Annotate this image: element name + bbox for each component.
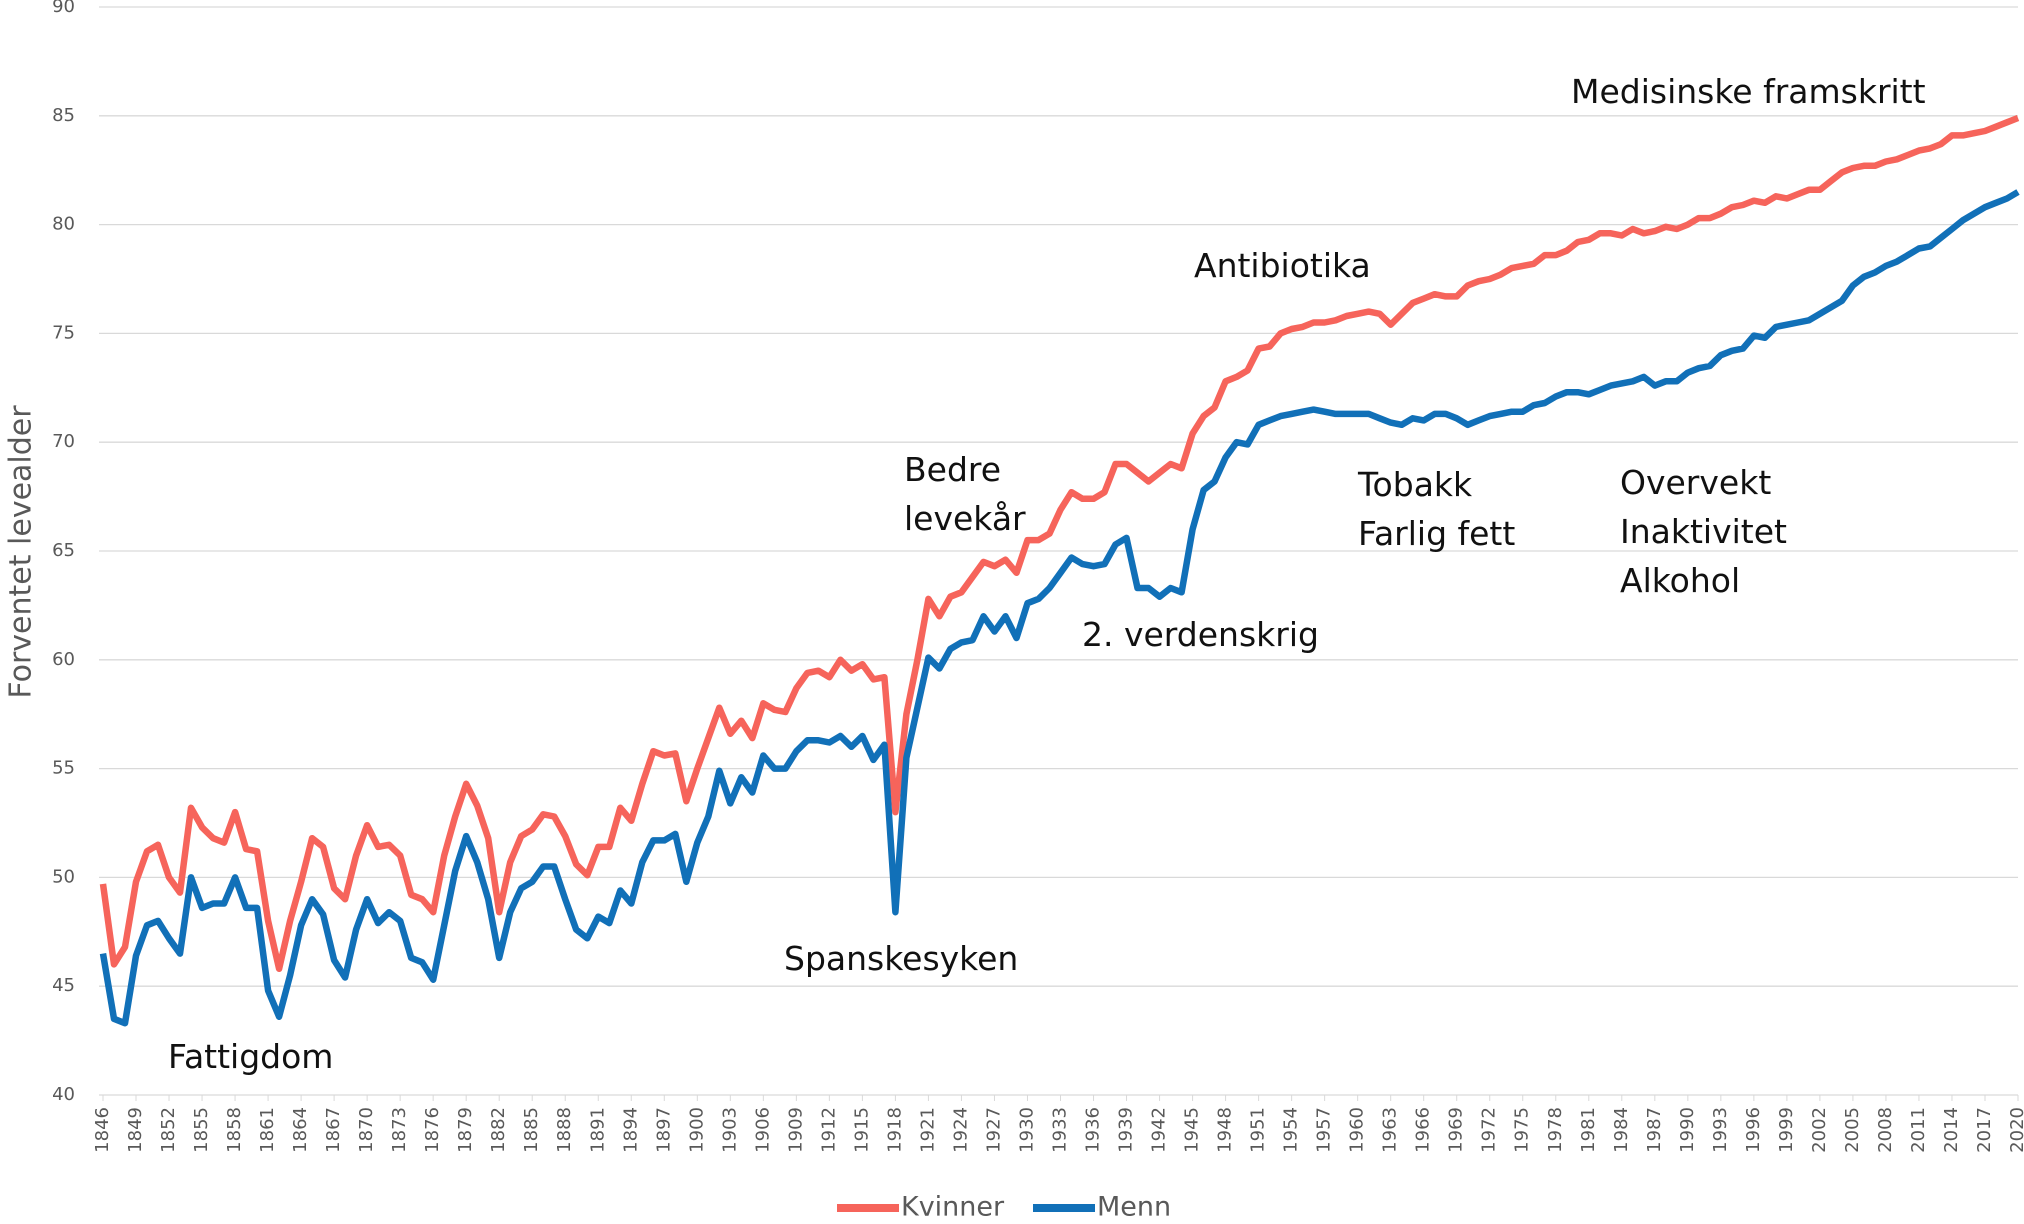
- y-tick-label: 60: [52, 649, 75, 670]
- y-tick-label: 90: [52, 0, 75, 17]
- x-tick-label: 1918: [884, 1107, 905, 1153]
- x-tick-label: 1846: [92, 1107, 113, 1153]
- y-axis-label: Forventet levealder: [4, 405, 39, 699]
- annotation: Antibiotika: [1194, 246, 1371, 285]
- x-tick-label: 1876: [422, 1107, 443, 1153]
- annotation: Inaktivitet: [1620, 512, 1787, 551]
- annotation: Fattigdom: [168, 1037, 333, 1076]
- x-tick-label: 2005: [1842, 1107, 1863, 1153]
- x-tick-label: 1942: [1149, 1107, 1170, 1153]
- x-tick-label: 1897: [653, 1107, 674, 1153]
- x-tick-label: 1996: [1743, 1107, 1764, 1153]
- x-tick-label: 1957: [1314, 1107, 1335, 1153]
- line-series: [99, 114, 2020, 973]
- y-tick-label: 70: [52, 431, 75, 452]
- x-tick-label: 1963: [1380, 1107, 1401, 1153]
- x-tick-label: 1990: [1677, 1107, 1698, 1153]
- x-tick-label: 1927: [983, 1107, 1004, 1153]
- x-tick-label: 2011: [1908, 1107, 1929, 1153]
- annotation: Farlig fett: [1358, 514, 1515, 553]
- annotation: Medisinske framskritt: [1571, 72, 1926, 111]
- annotation: Alkohol: [1620, 561, 1740, 600]
- x-tick-label: 1885: [521, 1107, 542, 1153]
- x-tick-label: 1951: [1248, 1107, 1269, 1153]
- x-tick-label: 1900: [686, 1107, 707, 1153]
- y-tick-label: 80: [52, 214, 75, 235]
- x-tick-label: 1972: [1479, 1107, 1500, 1153]
- x-tick-label: 1867: [323, 1107, 344, 1153]
- x-tick-label: 1933: [1050, 1107, 1071, 1153]
- x-tick-label: 1969: [1446, 1107, 1467, 1153]
- annotation: Bedre: [904, 450, 1001, 489]
- x-tick-label: 1930: [1016, 1107, 1037, 1153]
- annotation: Overvekt: [1620, 463, 1771, 502]
- x-tick-label: 1987: [1644, 1107, 1665, 1153]
- x-tick-label: 1978: [1545, 1107, 1566, 1153]
- annotation: Spanskesyken: [784, 939, 1018, 978]
- x-tick-label: 1903: [719, 1107, 740, 1153]
- x-tick-label: 1924: [950, 1107, 971, 1153]
- y-tick-label: 75: [52, 322, 75, 343]
- x-tick-label: 1858: [224, 1107, 245, 1153]
- x-tick-label: 2017: [1974, 1107, 1995, 1153]
- x-tick-label: 1981: [1578, 1107, 1599, 1153]
- x-tick-label: 1954: [1281, 1107, 1302, 1153]
- x-tick-label: 1891: [587, 1107, 608, 1153]
- x-tick-label: 1984: [1611, 1107, 1632, 1153]
- x-tick-label: 1852: [158, 1107, 179, 1153]
- x-tick-label: 1906: [752, 1107, 773, 1153]
- y-tick-label: 85: [52, 105, 75, 126]
- x-tick-label: 1966: [1413, 1107, 1434, 1153]
- x-tick-label: 1999: [1776, 1107, 1797, 1153]
- x-tick-label: 1939: [1116, 1107, 1137, 1153]
- x-tick-label: 1882: [488, 1107, 509, 1153]
- x-tick-label: 1948: [1215, 1107, 1236, 1153]
- x-tick-label: 2020: [2007, 1107, 2024, 1153]
- annotation: levekår: [904, 499, 1026, 538]
- y-tick-label: 65: [52, 540, 75, 561]
- x-tick-label: 1864: [290, 1107, 311, 1153]
- line-series: [99, 189, 2020, 1027]
- x-tick-label: 1921: [917, 1107, 938, 1153]
- x-tick-label: 1936: [1083, 1107, 1104, 1153]
- x-tick-label: 2002: [1809, 1107, 1830, 1153]
- x-tick-label: 1894: [620, 1107, 641, 1153]
- x-tick-label: 2008: [1875, 1107, 1896, 1153]
- y-tick-label: 55: [52, 758, 75, 779]
- y-tick-label: 40: [52, 1084, 75, 1105]
- x-tick-label: 2014: [1941, 1107, 1962, 1153]
- x-tick-label: 1888: [554, 1107, 575, 1153]
- x-tick-label: 1879: [455, 1107, 476, 1153]
- annotation: Tobakk: [1357, 465, 1473, 504]
- x-tick-label: 1873: [389, 1107, 410, 1153]
- x-tick-label: 1855: [191, 1107, 212, 1153]
- x-tick-label: 1870: [356, 1107, 377, 1153]
- legend-label: Kvinner: [901, 1192, 1005, 1223]
- x-tick-label: 1915: [851, 1107, 872, 1153]
- x-tick-label: 1960: [1347, 1107, 1368, 1153]
- y-tick-label: 45: [52, 975, 75, 996]
- y-tick-label: 50: [52, 866, 75, 887]
- x-tick-label: 1861: [257, 1107, 278, 1153]
- x-tick-label: 1912: [818, 1107, 839, 1153]
- x-tick-label: 1849: [125, 1107, 146, 1153]
- x-tick-label: 1975: [1512, 1107, 1533, 1153]
- x-tick-label: 1993: [1710, 1107, 1731, 1153]
- legend-label: Menn: [1097, 1192, 1171, 1223]
- x-tick-label: 1945: [1182, 1107, 1203, 1153]
- annotation: 2. verdenskrig: [1082, 615, 1319, 654]
- x-tick-label: 1909: [785, 1107, 806, 1153]
